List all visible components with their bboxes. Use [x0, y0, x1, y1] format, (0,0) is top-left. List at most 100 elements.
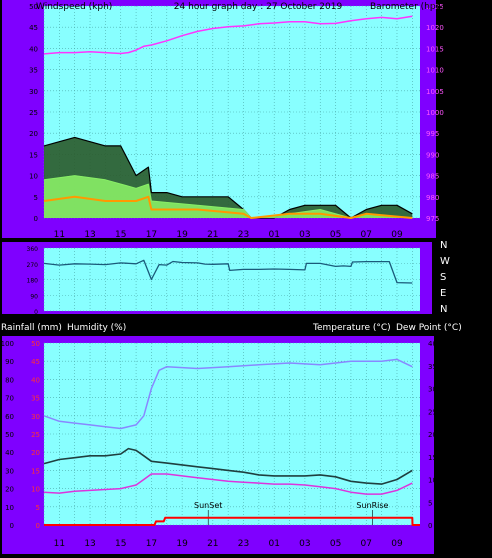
baro-tick-label: 1015 — [426, 45, 444, 53]
time-tick-label: 13 — [84, 230, 95, 240]
time-tick-label: 05 — [330, 230, 341, 240]
humidity-axis-label: Humidity (%) — [67, 323, 126, 333]
header-barometer-label: Barometer (hpa) — [370, 2, 445, 12]
header-windspeed-label: Windspeed (kph) — [36, 2, 112, 12]
dew-point-axis-label: Dew Point (°C) — [396, 323, 462, 333]
rain-tick-label: 5 — [36, 504, 40, 512]
time-tick-label: 21 — [207, 539, 218, 549]
gust-series-line — [43, 136, 413, 219]
time-tick-label: 09 — [391, 230, 403, 240]
baro-tick-label: 1010 — [426, 67, 444, 75]
wind-tick-label: 40 — [29, 45, 38, 53]
wind-tick-label: 25 — [29, 109, 38, 117]
baro-tick-label: 985 — [426, 173, 439, 181]
baro-tick-label: 1025 — [426, 3, 444, 11]
baro-tick-label: 1020 — [426, 24, 444, 32]
time-tick-label: 23 — [238, 539, 249, 549]
annotation-label: SunSet — [194, 501, 222, 510]
time-tick-label: 23 — [238, 230, 249, 240]
temp-tick-label: 10 — [428, 477, 437, 485]
rain-tick-label: 50 — [31, 340, 40, 348]
time-tick-label: 13 — [84, 539, 95, 549]
wind-direction-series-line — [43, 259, 413, 284]
humidity-series-line — [43, 358, 413, 430]
rain-tick-label: 20 — [31, 449, 40, 457]
humidity-tick-label: 80 — [5, 376, 14, 384]
time-tick-label: 01 — [268, 230, 279, 240]
time-tick-label: 05 — [330, 539, 341, 549]
compass-label: S — [440, 272, 446, 283]
rain-tick-label: 10 — [31, 486, 40, 494]
rain-tick-label: 0 — [36, 522, 40, 530]
time-tick-label: 17 — [146, 230, 157, 240]
time-tick-label: 15 — [115, 230, 126, 240]
time-tick-label: 11 — [54, 230, 65, 240]
temp-tick-label: 20 — [428, 431, 437, 439]
baro-tick-label: 990 — [426, 151, 439, 159]
temperature-series-line — [43, 447, 413, 485]
wind-tick-label: 30 — [29, 88, 38, 96]
baro-tick-label: 1000 — [426, 109, 444, 117]
compass-label: N — [440, 304, 447, 315]
humidity-tick-label: 0 — [10, 522, 14, 530]
compass-label: W — [440, 256, 450, 267]
baro-tick-label: 995 — [426, 130, 439, 138]
header-title: 24 hour graph day : 27 October 2019 — [174, 2, 343, 12]
compass-label: N — [440, 240, 447, 251]
direction-tick-label: 270 — [27, 262, 39, 269]
direction-tick-label: 0 — [34, 309, 38, 316]
windspeed-series-fill — [44, 175, 413, 218]
time-tick-label: 07 — [361, 539, 372, 549]
baro-tick-label: 1005 — [426, 88, 444, 96]
humidity-tick-label: 100 — [1, 340, 14, 348]
dew-point-series-line — [43, 473, 413, 495]
time-tick-label: 03 — [299, 539, 310, 549]
time-tick-label: 17 — [146, 539, 157, 549]
wind-tick-label: 15 — [29, 151, 38, 159]
avg-wind-series-line — [43, 195, 413, 219]
time-tick-label: 21 — [207, 230, 218, 240]
rain-tick-label: 45 — [31, 358, 40, 366]
time-tick-label: 19 — [176, 539, 188, 549]
rain-tick-label: 15 — [31, 467, 40, 475]
humidity-tick-label: 10 — [5, 504, 14, 512]
rain-tick-label: 40 — [31, 376, 40, 384]
direction-tick-label: 90 — [30, 293, 38, 300]
wind-tick-label: 35 — [29, 67, 38, 75]
time-tick-label: 19 — [176, 230, 188, 240]
rainfall-axis-label: Rainfall (mm) — [1, 323, 62, 333]
temp-tick-label: 25 — [428, 408, 437, 416]
baro-tick-label: 980 — [426, 194, 439, 202]
barometer-series-line — [43, 15, 413, 55]
rainfall-series-line — [44, 516, 420, 526]
humidity-tick-label: 30 — [5, 467, 14, 475]
temp-tick-label: 0 — [428, 522, 432, 530]
direction-plot-area — [44, 248, 420, 311]
temp-tick-label: 30 — [428, 386, 437, 394]
compass-label: E — [440, 288, 446, 299]
humidity-tick-label: 40 — [5, 449, 14, 457]
humidity-tick-label: 60 — [5, 413, 14, 421]
wind-tick-label: 50 — [29, 3, 38, 11]
time-tick-label: 09 — [391, 539, 403, 549]
humidity-tick-label: 50 — [5, 431, 14, 439]
direction-tick-label: 180 — [27, 278, 39, 285]
annotation-label: SunRise — [356, 501, 388, 510]
rain-tick-label: 25 — [31, 431, 40, 439]
baro-tick-label: 975 — [426, 215, 439, 223]
humidity-tick-label: 70 — [5, 395, 14, 403]
rain-tick-label: 30 — [31, 413, 40, 421]
temp-tick-label: 5 — [428, 499, 432, 507]
time-tick-label: 15 — [115, 539, 126, 549]
wind-tick-label: 20 — [29, 130, 38, 138]
direction-tick-label: 360 — [27, 246, 39, 253]
wind-tick-label: 45 — [29, 24, 38, 32]
time-tick-label: 01 — [268, 539, 279, 549]
wind-tick-label: 10 — [29, 173, 38, 181]
temp-tick-label: 40 — [428, 340, 437, 348]
rain-tick-label: 35 — [31, 395, 40, 403]
humidity-tick-label: 90 — [5, 358, 14, 366]
humidity-tick-label: 20 — [5, 486, 14, 494]
